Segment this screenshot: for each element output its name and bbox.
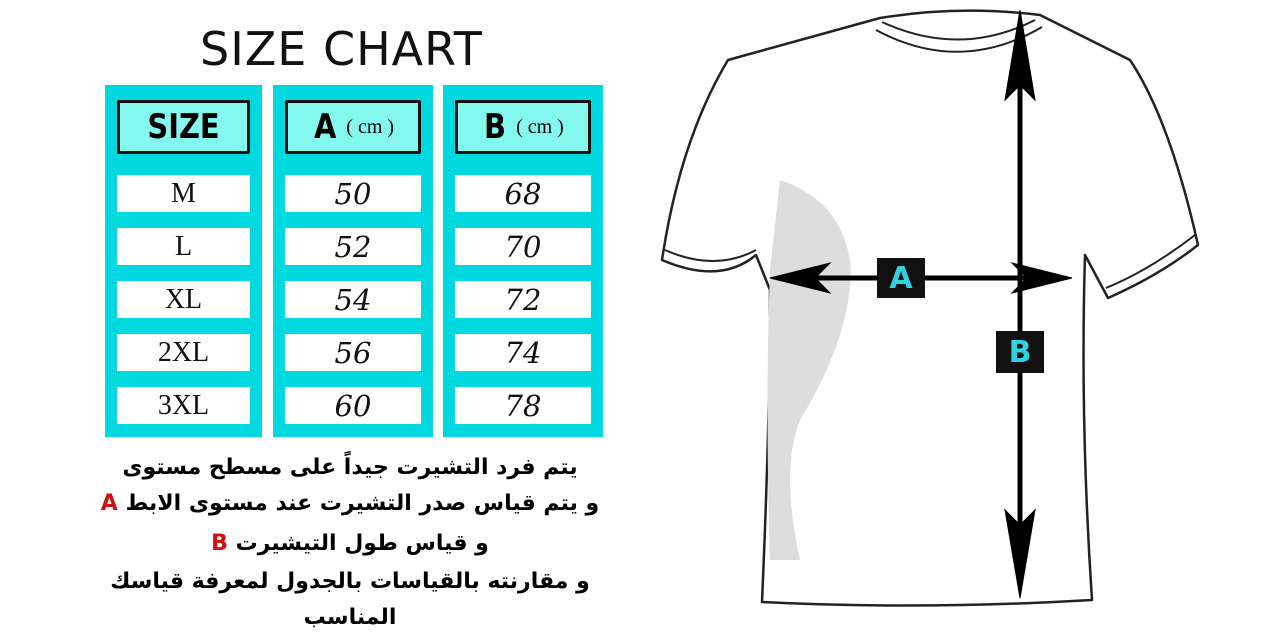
a-column: A ( cm ) 50 52 54 56 60 (273, 85, 433, 437)
a-header-label: A (313, 107, 337, 147)
length-arrow-icon (1004, 9, 1036, 599)
size-chart-title: SIZE CHART (200, 22, 483, 76)
b-header-unit: ( cm ) (516, 115, 564, 138)
b-cell: 70 (455, 228, 591, 265)
size-cell: L (117, 228, 250, 265)
size-cell: XL (117, 281, 250, 318)
a-cell: 54 (285, 281, 421, 318)
a-cell: 52 (285, 228, 421, 265)
marker-a: A (100, 491, 118, 516)
tshirt-outline-icon (660, 9, 1200, 607)
label-a: A (877, 258, 925, 298)
b-cell: 74 (455, 334, 591, 371)
b-header-label: B (484, 107, 507, 147)
size-cell: 3XL (117, 387, 250, 424)
size-header: SIZE (117, 100, 250, 154)
size-header-label: SIZE (147, 107, 220, 147)
a-header-unit: ( cm ) (346, 115, 395, 138)
instruction-text: و يتم قياس صدر التشيرت عند مستوى الابط (125, 491, 600, 516)
a-cell: 60 (285, 387, 421, 424)
label-b: B (996, 331, 1044, 373)
b-cell: 78 (455, 387, 591, 424)
instruction-line: يتم فرد التشيرت جيداً على مسطح مستوى (122, 455, 578, 480)
b-column: B ( cm ) 68 70 72 74 78 (443, 85, 603, 437)
tshirt-diagram (660, 9, 1200, 607)
size-column: SIZE M L XL 2XL 3XL (105, 85, 262, 437)
instruction-text: و قياس طول التيشيرت (235, 531, 489, 556)
a-header: A ( cm ) (285, 100, 421, 154)
instruction-line: و قياس طول التيشيرت B (70, 526, 630, 562)
size-cell: M (117, 175, 250, 212)
size-cell: 2XL (117, 334, 250, 371)
marker-b: B (211, 531, 228, 556)
b-cell: 68 (455, 175, 591, 212)
a-cell: 56 (285, 334, 421, 371)
b-cell: 72 (455, 281, 591, 318)
b-header: B ( cm ) (455, 100, 591, 154)
a-cell: 50 (285, 175, 421, 212)
instruction-line: و يتم قياس صدر التشيرت عند مستوى الابط A (70, 486, 630, 522)
